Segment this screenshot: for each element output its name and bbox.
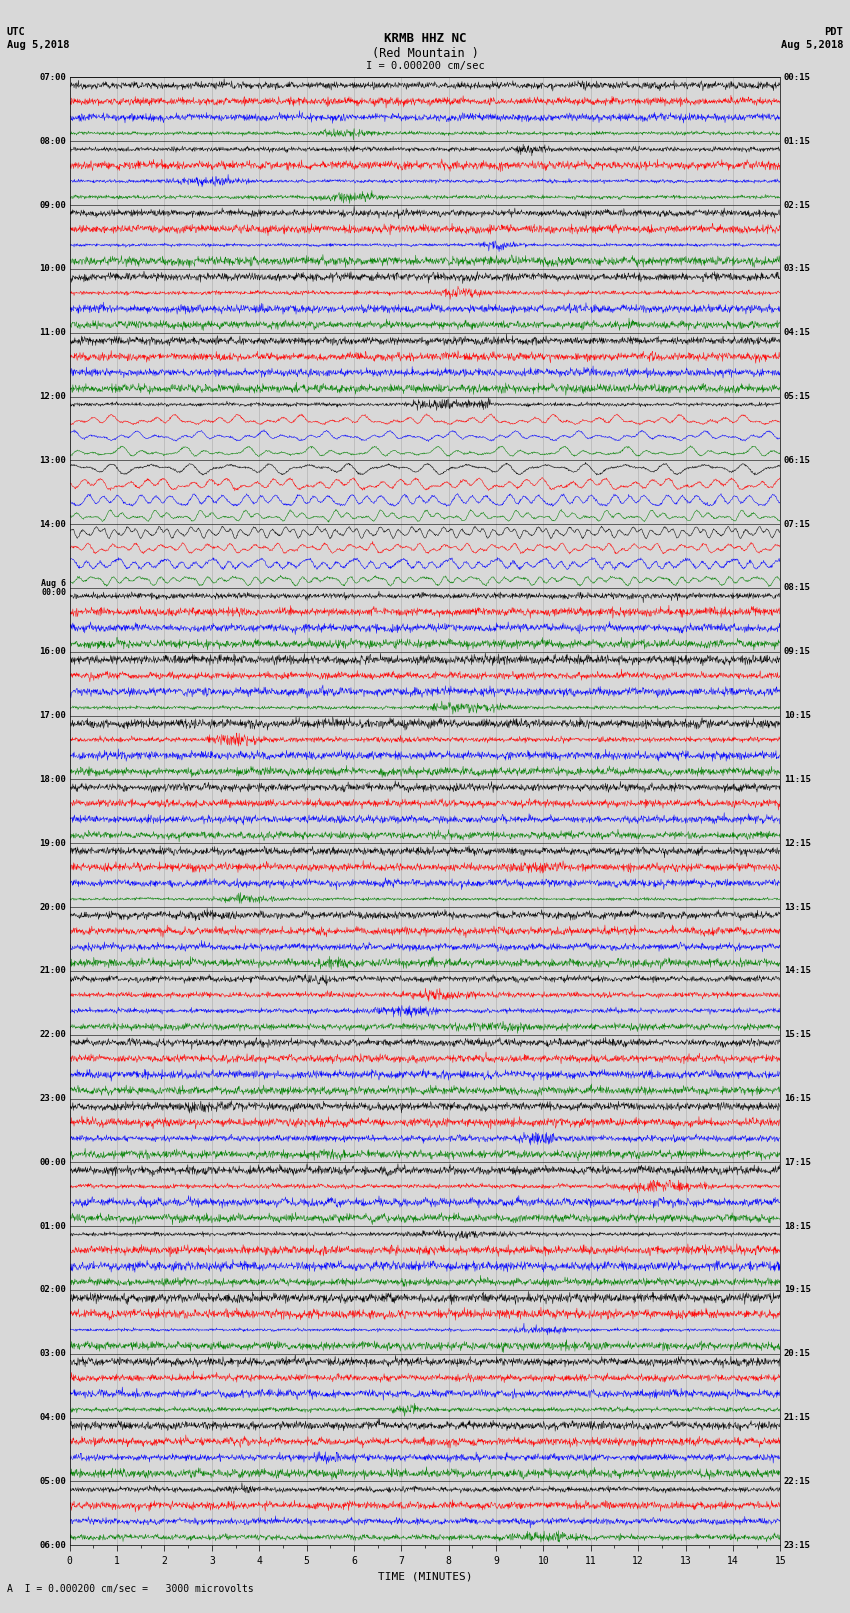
Text: 00:00: 00:00 [41,589,66,597]
Text: 05:00: 05:00 [39,1478,66,1486]
Text: 21:00: 21:00 [39,966,66,976]
Text: 09:15: 09:15 [784,647,811,656]
Text: (Red Mountain ): (Red Mountain ) [371,47,479,60]
Text: 02:00: 02:00 [39,1286,66,1295]
Text: 14:00: 14:00 [39,519,66,529]
Text: 16:15: 16:15 [784,1094,811,1103]
Text: 13:00: 13:00 [39,456,66,465]
Text: 19:15: 19:15 [784,1286,811,1295]
Text: 07:00: 07:00 [39,73,66,82]
Text: 13:15: 13:15 [784,903,811,911]
Text: 14:15: 14:15 [784,966,811,976]
Text: 23:15: 23:15 [784,1540,811,1550]
Text: 12:15: 12:15 [784,839,811,848]
Text: 22:15: 22:15 [784,1478,811,1486]
Text: 01:15: 01:15 [784,137,811,145]
Text: 11:15: 11:15 [784,774,811,784]
Text: A  I = 0.000200 cm/sec =   3000 microvolts: A I = 0.000200 cm/sec = 3000 microvolts [7,1584,253,1594]
Text: 19:00: 19:00 [39,839,66,848]
Text: 04:00: 04:00 [39,1413,66,1423]
Text: 16:00: 16:00 [39,647,66,656]
Text: 12:00: 12:00 [39,392,66,402]
Text: 08:15: 08:15 [784,584,811,592]
Text: 00:00: 00:00 [39,1158,66,1166]
Text: I = 0.000200 cm/sec: I = 0.000200 cm/sec [366,61,484,71]
Text: 17:15: 17:15 [784,1158,811,1166]
Text: 02:15: 02:15 [784,200,811,210]
Text: 20:00: 20:00 [39,903,66,911]
Text: 17:00: 17:00 [39,711,66,719]
Text: 10:15: 10:15 [784,711,811,719]
Text: 18:15: 18:15 [784,1221,811,1231]
Text: 10:00: 10:00 [39,265,66,273]
Text: 06:15: 06:15 [784,456,811,465]
Text: 22:00: 22:00 [39,1031,66,1039]
Text: 03:00: 03:00 [39,1350,66,1358]
Text: 00:15: 00:15 [784,73,811,82]
Text: PDT: PDT [824,27,843,37]
Text: UTC: UTC [7,27,26,37]
Text: 04:15: 04:15 [784,327,811,337]
Text: 05:15: 05:15 [784,392,811,402]
Text: 15:15: 15:15 [784,1031,811,1039]
Text: 21:15: 21:15 [784,1413,811,1423]
Text: 01:00: 01:00 [39,1221,66,1231]
Text: 08:00: 08:00 [39,137,66,145]
Text: 03:15: 03:15 [784,265,811,273]
Text: Aug 6: Aug 6 [41,579,66,589]
X-axis label: TIME (MINUTES): TIME (MINUTES) [377,1571,473,1581]
Text: 18:00: 18:00 [39,774,66,784]
Text: 09:00: 09:00 [39,200,66,210]
Text: 20:15: 20:15 [784,1350,811,1358]
Text: 23:00: 23:00 [39,1094,66,1103]
Text: 07:15: 07:15 [784,519,811,529]
Text: Aug 5,2018: Aug 5,2018 [7,40,70,50]
Text: 11:00: 11:00 [39,327,66,337]
Text: Aug 5,2018: Aug 5,2018 [780,40,843,50]
Text: KRMB HHZ NC: KRMB HHZ NC [383,32,467,45]
Text: 06:00: 06:00 [39,1540,66,1550]
